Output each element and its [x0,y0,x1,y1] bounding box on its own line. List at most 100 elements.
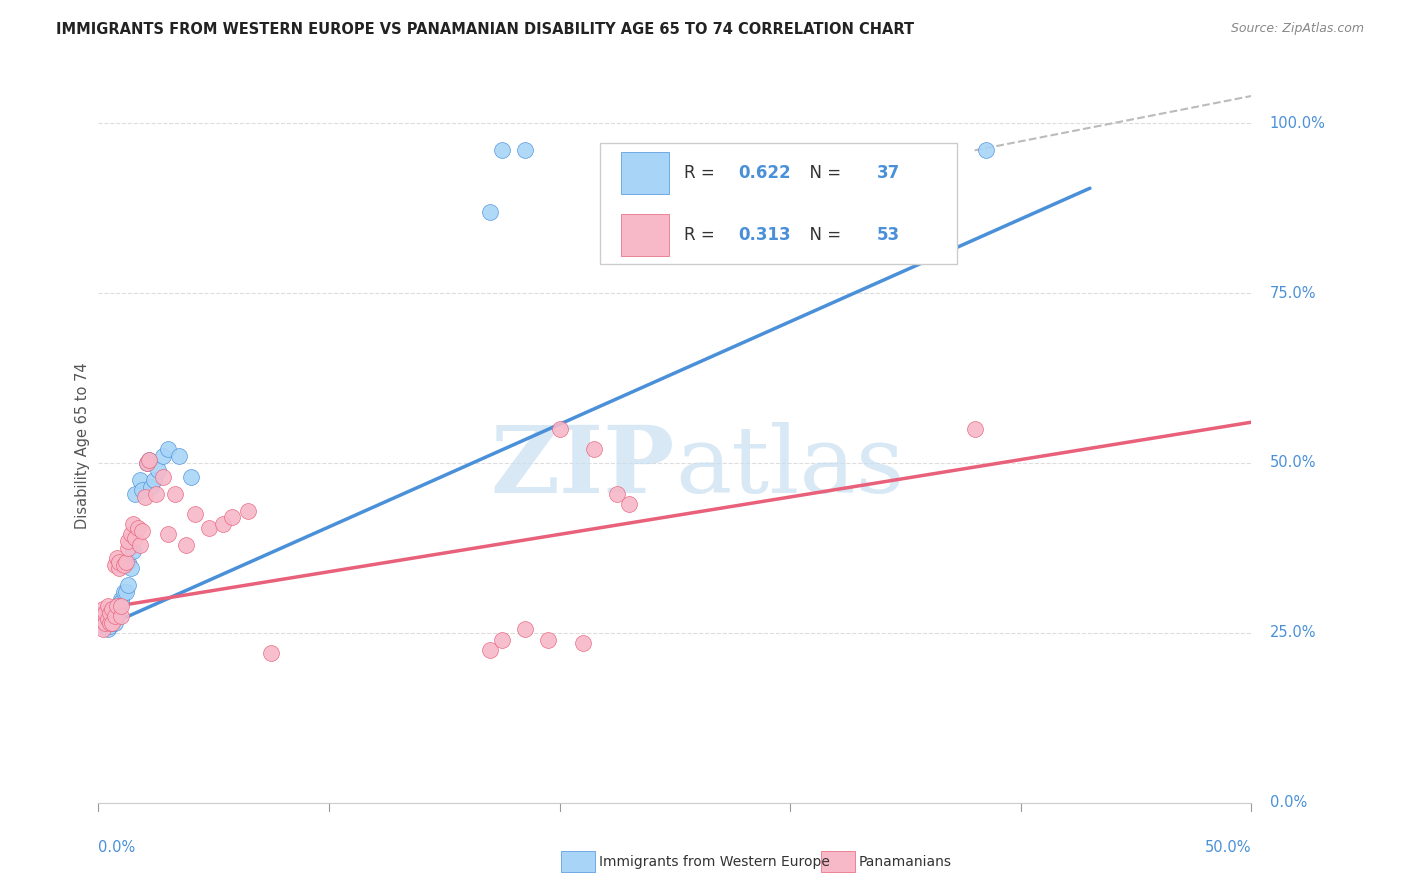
Point [117,534,139,549]
Text: R =: R = [685,227,720,244]
Point [152,469,174,483]
Point [124,531,146,545]
Point [617,497,640,511]
Text: atlas: atlas [675,423,904,512]
Text: R =: R = [685,164,720,182]
Point [110,599,132,613]
Point [103,615,125,630]
Point [103,558,125,572]
Point [156,527,179,541]
Point [112,558,135,572]
Point [108,561,131,575]
Point [152,449,174,463]
Point [221,510,243,524]
Point [94,615,117,630]
Text: 75.0%: 75.0% [1270,285,1316,301]
Point [90,608,112,623]
Point [145,486,167,500]
Point [98,615,121,630]
Point [184,507,207,521]
Point [131,524,153,538]
Point [94,606,117,620]
Text: 53: 53 [877,227,900,244]
Point [163,486,186,500]
Point [117,578,139,592]
Point [491,632,513,647]
Point [97,599,120,613]
Point [135,456,157,470]
Point [479,204,502,219]
Point [606,486,628,500]
Point [212,517,235,532]
Point [115,555,138,569]
Point [94,615,117,630]
Point [108,555,131,569]
Point [91,619,114,633]
Point [120,561,142,575]
Point [127,520,149,534]
Text: 50.0%: 50.0% [1205,840,1251,855]
Point [110,595,132,609]
Point [122,544,145,558]
Point [131,483,153,498]
Text: 0.0%: 0.0% [1270,796,1308,810]
Point [98,612,121,626]
Point [110,608,132,623]
Text: N =: N = [800,164,846,182]
Point [135,456,157,470]
Point [238,503,260,517]
Point [138,452,160,467]
Point [120,527,142,541]
Point [141,480,163,494]
Point [156,442,179,457]
Point [142,473,165,487]
Point [548,422,571,436]
Point [167,449,190,463]
Point [479,643,502,657]
Y-axis label: Disability Age 65 to 74: Disability Age 65 to 74 [75,363,90,529]
Point [90,608,112,623]
Text: IMMIGRANTS FROM WESTERN EUROPE VS PANAMANIAN DISABILITY AGE 65 TO 74 CORRELATION: IMMIGRANTS FROM WESTERN EUROPE VS PANAMA… [56,22,914,37]
Point [101,608,124,623]
Point [260,646,283,660]
Point [571,636,593,650]
Point [174,537,197,551]
Point [105,602,128,616]
FancyBboxPatch shape [620,214,669,256]
Text: 50.0%: 50.0% [1270,456,1316,470]
Point [112,585,135,599]
Text: 0.0%: 0.0% [98,840,135,855]
Point [513,144,536,158]
Text: 25.0%: 25.0% [1270,625,1316,640]
Point [117,541,139,555]
Text: 0.622: 0.622 [738,164,792,182]
Point [105,551,128,566]
Point [101,615,124,630]
Text: N =: N = [800,227,846,244]
Text: ZIP: ZIP [491,423,675,512]
Point [129,537,152,551]
Point [101,602,124,616]
Point [97,623,120,637]
Point [513,623,536,637]
Point [115,585,138,599]
Point [101,615,124,630]
Point [491,144,513,158]
FancyBboxPatch shape [600,143,957,264]
Point [537,632,560,647]
Point [198,520,221,534]
Point [180,469,202,483]
Text: Source: ZipAtlas.com: Source: ZipAtlas.com [1230,22,1364,36]
Point [110,591,132,606]
Point [97,612,120,626]
Point [108,599,131,613]
Point [98,619,121,633]
FancyBboxPatch shape [620,152,669,194]
Point [148,463,170,477]
Point [105,608,128,623]
Text: 37: 37 [877,164,900,182]
Point [138,452,160,467]
Text: 100.0%: 100.0% [1270,116,1326,131]
Point [122,517,145,532]
Point [117,555,139,569]
